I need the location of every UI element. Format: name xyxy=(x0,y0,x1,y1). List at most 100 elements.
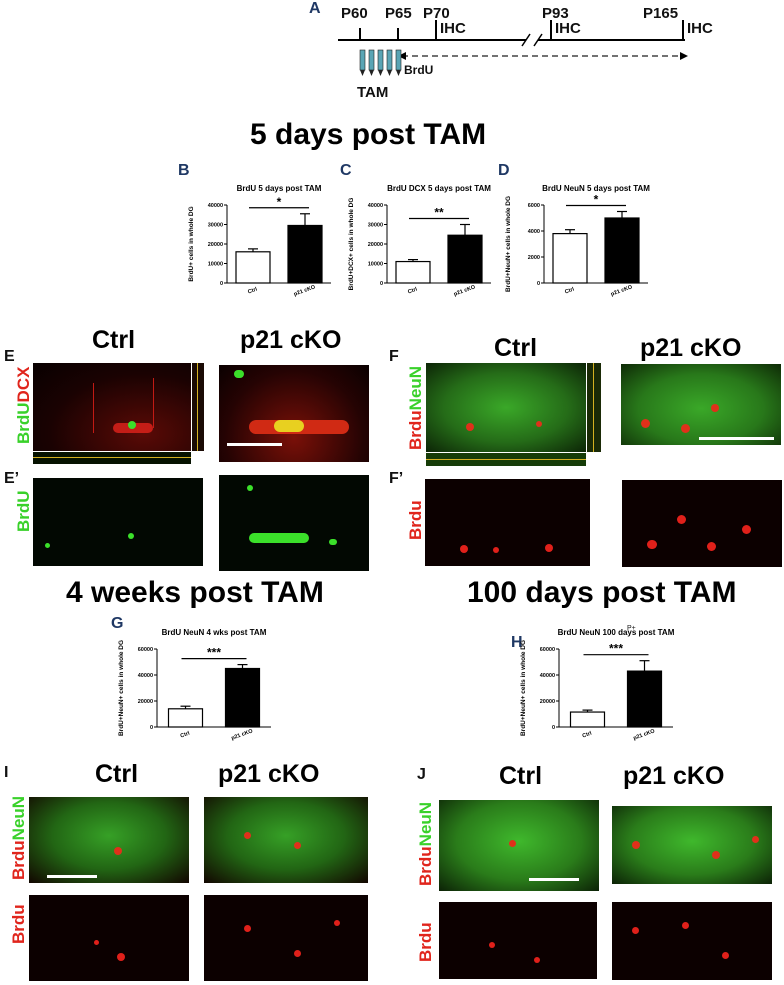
panel-label-f-prime: F’ xyxy=(389,470,404,487)
panel-label-j: J xyxy=(417,766,426,783)
y-axis-label: BrdU+NeuN+ cells in whole DG xyxy=(520,640,527,736)
tick-p70: P70 xyxy=(423,5,450,22)
micrograph-i-cko xyxy=(204,797,368,883)
y-tick-label: 0 xyxy=(380,281,383,287)
chart-title: BrdU NeuN 4 wks post TAM xyxy=(162,628,267,637)
significance-stars: *** xyxy=(207,646,221,660)
significance-stars: * xyxy=(594,193,599,207)
bar-chart-brdu-neun-4wks: BrdU NeuN 4 wks post TAM BrdU+NeuN+ cells… xyxy=(118,628,271,742)
y-tick-label: 30000 xyxy=(208,223,223,229)
y-tick-label: 40000 xyxy=(540,673,555,679)
ortho-side-e xyxy=(191,363,204,451)
y-tick-label: 60000 xyxy=(138,647,153,653)
bar-cko xyxy=(447,234,483,284)
y-tick-label: 40000 xyxy=(138,673,153,679)
panel-label-d: D xyxy=(498,162,510,179)
micrograph-j-ctrl-brdu xyxy=(439,902,597,979)
bar-ctrl xyxy=(552,232,588,284)
panel-label-f: F xyxy=(389,348,399,365)
micrograph-e-cko xyxy=(219,365,369,462)
ihc-label-2: IHC xyxy=(555,20,581,37)
heading-100-days: 100 days post TAM xyxy=(467,576,737,609)
y-tick-label: 10000 xyxy=(208,262,223,268)
bar-ctrl xyxy=(569,711,606,728)
chart-title: BrdU NeuN 5 days post TAM xyxy=(542,184,650,193)
y-tick-label: 10000 xyxy=(368,262,383,268)
ortho-side-f xyxy=(586,363,601,452)
group-ctrl-e: Ctrl xyxy=(92,326,136,354)
bar-chart-brdu-neun-100d: BrdU NeuN 100 days post TAM BrdU+NeuN+ ce… xyxy=(520,628,675,742)
panel-label-i: I xyxy=(4,764,9,781)
stain-label-j-lower: Brdu xyxy=(416,922,435,962)
chart-title: BrdU 5 days post TAM xyxy=(237,184,322,193)
y-tick-label: 6000 xyxy=(528,203,540,209)
bar-chart-brdu-5d: BrdU 5 days post TAM BrdU+ cells in whole… xyxy=(188,184,331,298)
bar-cko xyxy=(626,670,663,728)
micrograph-i-ctrl-brdu xyxy=(29,895,189,981)
micrograph-e-prime-cko xyxy=(219,475,369,571)
panel-label-e-prime: E’ xyxy=(4,470,20,487)
group-cko-j: p21 cKO xyxy=(623,762,725,790)
x-tick-label: Ctrl xyxy=(564,286,575,295)
micrograph-j-ctrl xyxy=(439,800,599,891)
heading-5-days: 5 days post TAM xyxy=(250,118,487,151)
stain-label-j: BrduNeuN xyxy=(416,801,435,886)
group-cko-e: p21 cKO xyxy=(240,326,342,354)
heading-4-weeks: 4 weeks post TAM xyxy=(66,576,324,609)
bar-ctrl xyxy=(395,260,431,284)
bar-chart-brdu-dcx-5d: BrdU DCX 5 days post TAM BrdU+DCX+ cells … xyxy=(348,184,491,298)
y-tick-label: 60000 xyxy=(540,647,555,653)
stain-label-i: BrduNeuN xyxy=(9,795,28,880)
group-cko-i: p21 cKO xyxy=(218,760,320,788)
bar-chart-brdu-neun-5d: BrdU NeuN 5 days post TAM BrdU+NeuN+ cell… xyxy=(505,184,650,298)
panel-label-a: A xyxy=(309,0,321,17)
panel-label-g: G xyxy=(111,615,124,632)
syringe-icons xyxy=(359,49,402,71)
y-tick-label: 0 xyxy=(537,281,540,287)
significance-stars: ** xyxy=(434,206,444,220)
stray-mark: P+ xyxy=(627,625,636,632)
tam-timeline xyxy=(338,20,688,76)
micrograph-j-cko-brdu xyxy=(612,902,772,980)
micrograph-e-prime-ctrl xyxy=(33,478,203,566)
significance-stars: *** xyxy=(609,642,623,656)
y-tick-label: 4000 xyxy=(528,229,540,235)
chart-title: BrdU NeuN 100 days post TAM xyxy=(558,628,675,637)
chart-title: BrdU DCX 5 days post TAM xyxy=(387,184,491,193)
stain-label-f-prime: Brdu xyxy=(406,500,425,540)
y-tick-label: 30000 xyxy=(368,223,383,229)
brdu-label: BrdU xyxy=(404,63,434,77)
group-cko-f: p21 cKO xyxy=(640,334,742,362)
y-tick-label: 20000 xyxy=(138,699,153,705)
panel-label-e: E xyxy=(4,348,15,365)
y-tick-label: 20000 xyxy=(540,699,555,705)
panel-label-b: B xyxy=(178,162,190,179)
x-tick-label: p21 cKO xyxy=(453,284,477,298)
y-tick-label: 0 xyxy=(552,725,555,731)
micrograph-f-cko xyxy=(621,364,781,445)
micrograph-i-cko-brdu xyxy=(204,895,368,981)
micrograph-f-prime-cko xyxy=(622,480,782,567)
micrograph-f-prime-ctrl xyxy=(425,479,590,566)
x-tick-label: Ctrl xyxy=(180,730,191,739)
y-axis-label: BrdU+ cells in whole DG xyxy=(188,206,195,281)
x-tick-label: Ctrl xyxy=(407,286,418,295)
stain-label-e-prime: BrdU xyxy=(14,490,33,532)
x-tick-label: p21 cKO xyxy=(293,284,317,298)
stain-label-e: BrdUDCX xyxy=(14,366,33,444)
y-tick-label: 20000 xyxy=(208,242,223,248)
x-tick-label: Ctrl xyxy=(247,286,258,295)
bar-cko xyxy=(224,667,261,728)
x-tick-label: p21 cKO xyxy=(231,728,255,742)
micrograph-j-cko xyxy=(612,806,772,884)
group-ctrl-f: Ctrl xyxy=(494,334,538,362)
ihc-label-1: IHC xyxy=(440,20,466,37)
ortho-bottom-e xyxy=(33,451,191,464)
stain-label-f: BrduNeuN xyxy=(406,365,425,450)
tam-label: TAM xyxy=(357,84,389,101)
y-axis-label: BrdU+NeuN+ cells in whole DG xyxy=(118,640,125,736)
micrograph-f-ctrl xyxy=(426,363,586,452)
x-tick-label: p21 cKO xyxy=(633,728,657,742)
ihc-label-3: IHC xyxy=(687,20,713,37)
tick-p60: P60 xyxy=(341,5,368,22)
